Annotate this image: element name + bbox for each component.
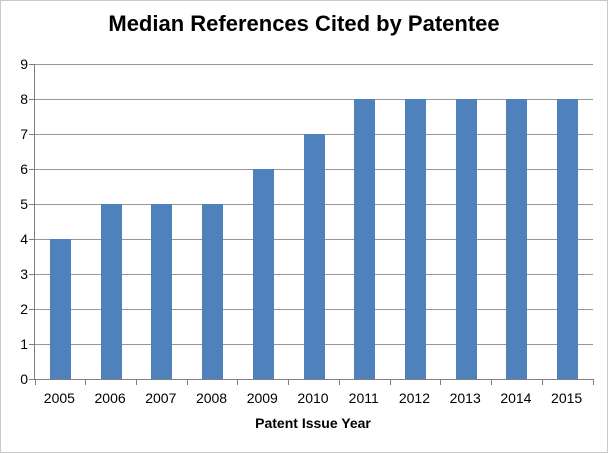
x-axis-tick (592, 379, 594, 385)
x-axis-tick (338, 379, 340, 385)
bar-2006 (100, 204, 122, 379)
bar-2008 (202, 204, 224, 379)
x-axis-tick (85, 379, 87, 385)
y-axis-tick (29, 133, 35, 135)
bar-2014 (506, 99, 528, 379)
x-axis-tick (186, 379, 188, 385)
bar-2012 (404, 99, 426, 379)
y-axis-label: 9 (20, 56, 28, 72)
y-axis-label: 7 (20, 126, 28, 142)
x-axis-label-2005: 2005 (43, 390, 75, 406)
y-axis-tick (29, 343, 35, 345)
x-axis-tick (34, 379, 36, 385)
bar-2011 (354, 99, 376, 379)
y-axis-tick (29, 238, 35, 240)
x-axis-tick (389, 379, 391, 385)
y-axis-label: 0 (20, 371, 28, 387)
x-axis-label-2010: 2010 (297, 390, 329, 406)
plot-area (29, 63, 594, 385)
y-axis-label: 6 (20, 161, 28, 177)
x-axis-tick (491, 379, 493, 385)
x-axis-tick (541, 379, 543, 385)
y-axis-label: 1 (20, 336, 28, 352)
gridline-y-9 (35, 63, 593, 65)
y-axis-tick (29, 273, 35, 275)
y-axis-label: 3 (20, 266, 28, 282)
x-axis-label-2015: 2015 (551, 390, 583, 406)
y-axis-tick (29, 63, 35, 65)
x-axis-label-2007: 2007 (145, 390, 177, 406)
chart-title: Median References Cited by Patentee (108, 11, 500, 36)
y-axis-tick (29, 203, 35, 205)
bar-2005 (49, 239, 71, 379)
x-axis-label-2008: 2008 (195, 390, 228, 406)
x-axis-label-2014: 2014 (500, 390, 532, 406)
y-axis-tick (29, 308, 35, 310)
x-axis-label-2009: 2009 (246, 390, 278, 406)
y-axis-label: 4 (20, 231, 28, 247)
x-axis-title: Patent Issue Year (255, 415, 371, 431)
x-axis-tick (237, 379, 239, 385)
x-axis-tick (288, 379, 290, 385)
x-axis-label-2006: 2006 (94, 390, 126, 406)
bar-2009 (252, 169, 274, 379)
x-axis-tick (135, 379, 137, 385)
gridline-y-8 (35, 98, 593, 100)
bar-2013 (455, 99, 477, 379)
y-axis-tick (29, 98, 35, 100)
y-axis-tick (29, 378, 35, 380)
x-axis-label-2011: 2011 (348, 390, 379, 406)
y-axis-tick (29, 168, 35, 170)
y-axis-label: 5 (20, 196, 28, 212)
bar-2007 (151, 204, 173, 379)
x-axis-label-2012: 2012 (398, 390, 431, 406)
bar-2015 (557, 99, 579, 379)
y-axis-label: 8 (20, 91, 28, 107)
bar-2010 (303, 134, 325, 379)
y-axis-label: 2 (20, 301, 28, 317)
x-axis-label-2013: 2013 (449, 390, 481, 406)
x-axis-tick (440, 379, 442, 385)
